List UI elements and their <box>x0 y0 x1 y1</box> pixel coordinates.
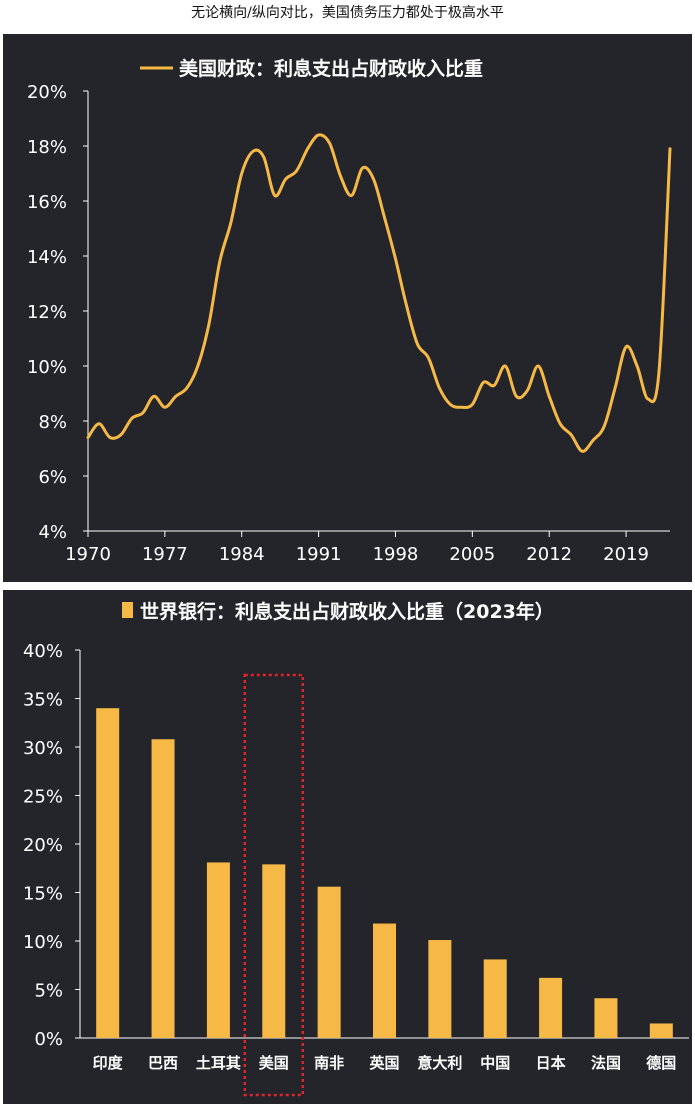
x-tick-label: 法国 <box>591 1054 621 1072</box>
highlight-box <box>243 673 305 1097</box>
bar-7 <box>428 940 452 1038</box>
x-tick-label: 2005 <box>449 544 495 565</box>
y-tick-label: 8% <box>38 412 67 433</box>
x-tick-label: 1977 <box>142 544 188 565</box>
bar-10 <box>594 998 618 1038</box>
bar-3 <box>206 862 230 1038</box>
bar-4 <box>262 864 286 1038</box>
legend-label: 美国财政：利息支出占财政收入比重 <box>179 57 483 80</box>
series-line <box>86 133 672 453</box>
bar-5 <box>317 886 341 1038</box>
bar-1 <box>96 708 120 1038</box>
bar-2 <box>151 739 175 1038</box>
y-tick-label: 5% <box>34 981 63 1002</box>
y-tick-label: 4% <box>38 522 67 543</box>
y-tick-label: 0% <box>34 1029 63 1050</box>
bar-9 <box>539 977 563 1038</box>
x-tick-label: 土耳其 <box>196 1054 241 1072</box>
y-tick-label: 20% <box>23 835 63 856</box>
bar-6 <box>373 923 396 1038</box>
y-tick-label: 14% <box>27 247 67 268</box>
x-tick-label: 英国 <box>369 1054 399 1072</box>
y-tick-label: 30% <box>23 738 63 759</box>
x-tick-label: 1984 <box>219 544 265 565</box>
line-chart: 美国财政：利息支出占财政收入比重 4% 6% 8% 10% 12% 14% 16% 18% 20%… <box>27 57 672 565</box>
x-tick-label: 德国 <box>646 1054 676 1072</box>
bar-chart-panel: 世界银行：利息支出占财政收入比重（2023年） 0% 5% 10% 15% 20% 25% 3… <box>3 590 692 1104</box>
bar-chart: 世界银行：利息支出占财政收入比重（2023年） 0% 5% 10% 15% 20% 25% 3… <box>23 600 689 1097</box>
y-tick-label: 18% <box>27 137 67 158</box>
bar-11 <box>649 1023 673 1038</box>
y-tick-label: 25% <box>23 787 63 808</box>
x-tick-label: 南非 <box>314 1054 344 1072</box>
y-tick-label: 10% <box>23 932 63 953</box>
y-tick-label: 15% <box>23 884 63 905</box>
x-tick-label: 巴西 <box>148 1054 178 1072</box>
legend-swatch <box>122 602 133 618</box>
page-title: 无论横向/纵向对比，美国债务压力都处于极高水平 <box>191 5 504 21</box>
y-tick-label: 16% <box>27 192 67 213</box>
x-tick-label: 美国 <box>259 1054 289 1072</box>
y-tick-label: 10% <box>27 357 67 378</box>
y-tick-label: 20% <box>27 82 67 103</box>
x-tick-label: 日本 <box>536 1054 566 1072</box>
legend-label: 世界银行：利息支出占财政收入比重（2023年） <box>140 600 554 623</box>
x-tick-label: 1998 <box>373 544 419 565</box>
bar-8 <box>483 959 507 1038</box>
x-tick-label: 1991 <box>296 544 342 565</box>
y-tick-label: 6% <box>38 467 67 488</box>
x-tick-label: 2019 <box>603 544 649 565</box>
y-tick-label: 35% <box>23 690 63 711</box>
x-tick-label: 1970 <box>65 544 111 565</box>
line-chart-panel: 美国财政：利息支出占财政收入比重 4% 6% 8% 10% 12% 14% 16% 18% 20%… <box>3 34 692 582</box>
x-tick-label: 2012 <box>526 544 572 565</box>
y-tick-label: 40% <box>23 641 63 662</box>
x-tick-label: 印度 <box>93 1054 124 1072</box>
y-tick-label: 12% <box>27 302 67 323</box>
x-tick-label: 意大利 <box>417 1054 462 1072</box>
x-tick-label: 中国 <box>480 1054 510 1072</box>
